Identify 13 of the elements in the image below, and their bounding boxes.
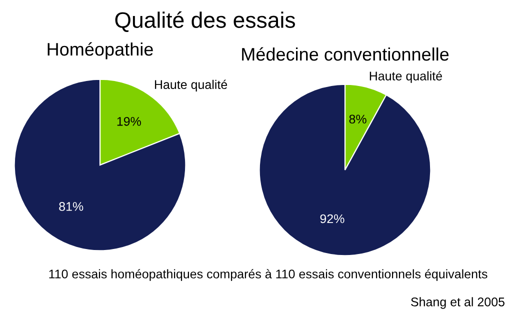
chart-title: Homéopathie: [48, 42, 153, 60]
slice-label: Haute qualité: [154, 80, 228, 92]
data-label: 19%: [117, 116, 141, 126]
chart-title: Médecine conventionnelle: [242, 47, 449, 61]
text: Shang et al 2005: [411, 297, 504, 309]
text: 110 essais homéopathiques comparés à 110 essais conventionnels équivalents: [49, 269, 488, 281]
data-label: 81%: [59, 202, 84, 211]
pie-slice: [14, 78, 186, 252]
data-label: 8%: [349, 114, 366, 124]
pie-slice: [258, 84, 432, 256]
text: Qualité des essais: [115, 11, 295, 32]
data-label: 92%: [320, 214, 344, 224]
slice-label: Haute qualité: [370, 71, 442, 83]
